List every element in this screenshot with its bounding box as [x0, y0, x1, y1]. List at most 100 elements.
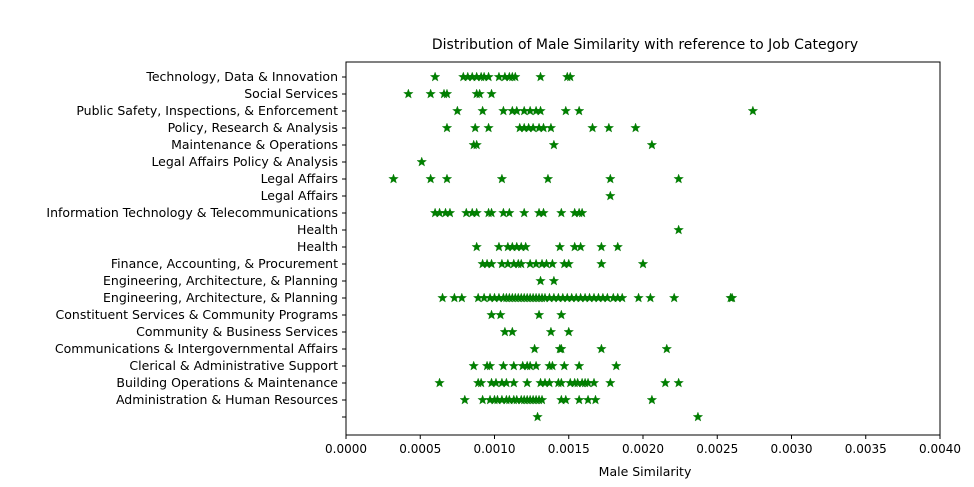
data-point-star — [468, 360, 479, 371]
y-tick-label-engineering-architecture-planning: Engineering, Architecture, & Planning — [103, 273, 338, 288]
data-point-star — [612, 241, 623, 252]
y-tick-label-finance-accounting-procurement: Finance, Accounting, & Procurement — [111, 256, 338, 271]
data-point-star — [475, 377, 487, 388]
data-point-star — [605, 377, 616, 388]
y-tick-label-legal-affairs-policy-analysis: Legal Affairs Policy & Analysis — [151, 154, 338, 169]
data-point-star — [547, 360, 558, 371]
data-point-star — [425, 173, 436, 184]
data-point-star — [403, 88, 414, 99]
data-point-star — [548, 275, 560, 286]
x-tick-label: 0.0005 — [399, 442, 441, 456]
y-tick-label-technology-data-innovation: Technology, Data & Innovation — [145, 69, 338, 84]
data-point-star — [493, 241, 505, 252]
data-point-star — [483, 122, 494, 133]
data-point-star — [536, 394, 548, 405]
data-point-star — [533, 309, 545, 320]
x-tick-label: 0.0035 — [845, 442, 887, 456]
data-point-star — [559, 360, 570, 371]
data-point-star — [645, 292, 656, 303]
data-point-star — [486, 258, 497, 269]
data-point-star — [617, 292, 628, 303]
data-point-star — [507, 326, 518, 337]
y-tick-label-community-business-services: Community & Business Services — [136, 324, 338, 339]
data-point-star — [605, 190, 616, 201]
y-tick-label-clerical-administrative-support: Clerical & Administrative Support — [129, 358, 338, 373]
y-tick-label-engineering-architecture-planning: Engineering, Architecture, & Planning — [103, 290, 338, 305]
y-tick-label-legal-affairs: Legal Affairs — [261, 171, 338, 186]
data-point-star — [556, 343, 567, 354]
data-point-star — [637, 258, 649, 269]
data-point-star — [498, 105, 509, 116]
data-point-star — [452, 105, 463, 116]
data-point-star — [535, 71, 546, 82]
data-point-star — [425, 88, 436, 99]
x-tick-label: 0.0030 — [771, 442, 813, 456]
data-point-star — [449, 292, 460, 303]
data-point-star — [495, 309, 506, 320]
data-point-star — [573, 105, 585, 116]
data-point-star — [587, 122, 598, 133]
data-point-star — [456, 292, 467, 303]
data-point-star — [486, 207, 497, 218]
data-point-star — [633, 292, 644, 303]
data-point-star — [522, 377, 533, 388]
data-point-star — [588, 377, 600, 388]
data-point-star — [471, 241, 482, 252]
data-point-star — [556, 309, 567, 320]
x-tick-label: 0.0015 — [548, 442, 590, 456]
data-point-star — [496, 173, 508, 184]
data-point-star — [661, 343, 672, 354]
data-point-star — [556, 377, 567, 388]
data-point-star — [441, 173, 453, 184]
category-labels: Administration & Human Resources Building… — [46, 69, 346, 418]
data-point-star — [547, 258, 558, 269]
data-point-star — [486, 309, 497, 320]
y-tick-label-public-safety-inspections-enforcement: Public Safety, Inspections, & Enforcemen… — [76, 103, 338, 118]
plot-frame — [345, 61, 941, 436]
data-point-star — [646, 139, 658, 150]
data-point-star — [498, 360, 509, 371]
data-point-star — [565, 71, 576, 82]
y-tick-label-legal-affairs: Legal Affairs — [261, 188, 338, 203]
data-point-star — [548, 139, 560, 150]
y-tick-label-maintenance-operations: Maintenance & Operations — [171, 137, 338, 152]
chart-title: Distribution of Male Similarity with ref… — [432, 37, 858, 53]
data-point-star — [669, 292, 680, 303]
data-point-star — [532, 411, 543, 422]
data-point-star — [510, 71, 521, 82]
data-point-star — [520, 241, 531, 252]
data-point-star — [596, 241, 607, 252]
y-tick-label-building-operations-maintenance: Building Operations & Maintenance — [116, 375, 338, 390]
data-point-star — [477, 394, 488, 405]
data-point-star — [504, 207, 515, 218]
data-point-star — [590, 394, 601, 405]
data-point-star — [573, 394, 585, 405]
y-tick-label-policy-research-analysis: Policy, Research & Analysis — [168, 120, 338, 135]
y-tick-label-health: Health — [297, 239, 338, 254]
data-point-star — [477, 105, 488, 116]
data-point-star — [444, 207, 456, 218]
data-point-star — [530, 360, 542, 371]
data-point-star — [544, 377, 555, 388]
data-point-star — [542, 173, 554, 184]
data-point-star — [560, 105, 571, 116]
x-tick-label: 0.0025 — [696, 442, 738, 456]
data-point-star — [646, 394, 658, 405]
data-point-star — [747, 105, 759, 116]
data-point-star — [596, 343, 607, 354]
y-tick-label-information-technology-telecommunications: Information Technology & Telecommunicati… — [46, 205, 338, 220]
data-point-star — [545, 326, 557, 337]
data-point-star — [596, 258, 607, 269]
x-tick-label: 0.0010 — [474, 442, 516, 456]
data-point-star — [630, 122, 641, 133]
data-point-star — [563, 326, 574, 337]
data-point-star — [605, 173, 616, 184]
data-point-star — [545, 122, 557, 133]
x-axis-label: Male Similarity — [599, 464, 692, 479]
data-point-star — [582, 394, 594, 405]
data-point-star — [474, 88, 485, 99]
data-point-star — [538, 207, 549, 218]
data-point-star — [486, 88, 497, 99]
data-point-star — [726, 292, 738, 303]
